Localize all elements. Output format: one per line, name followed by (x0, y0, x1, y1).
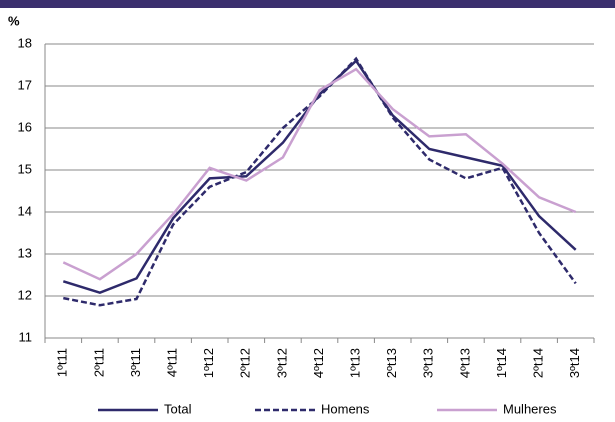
y-tick-label: 13 (18, 245, 32, 260)
y-tick-label: 16 (18, 119, 32, 134)
y-tick-label: 11 (19, 329, 33, 344)
x-tick-label: 2ºt12 (238, 348, 253, 378)
y-tick-label: 12 (18, 287, 32, 302)
header-banner (0, 0, 615, 8)
series-line (62, 58, 577, 294)
x-tick-label: 3ºt11 (128, 348, 143, 377)
legend-label: Total (164, 401, 192, 416)
y-tick-label: 14 (18, 203, 32, 218)
legend-label: Mulheres (503, 401, 557, 416)
x-tick-label: 3ºt14 (567, 348, 582, 378)
y-tick-label: 15 (18, 161, 32, 176)
x-tick-label: 1ºt11 (55, 348, 70, 377)
series-line (63, 56, 577, 307)
x-tick-label: 4ºt13 (457, 348, 472, 378)
y-tick-label: 17 (18, 77, 32, 92)
y-tick-label: 18 (18, 35, 32, 50)
x-tick-label: 1ºt14 (494, 348, 509, 378)
x-tick-label: 4ºt11 (165, 348, 180, 377)
y-axis-label: % (8, 13, 20, 28)
x-tick-label: 1ºt13 (348, 348, 363, 378)
x-tick-label: 4ºt12 (311, 348, 326, 378)
x-tick-label: 2ºt14 (531, 348, 546, 378)
legend-label: Homens (321, 401, 370, 416)
x-tick-label: 2ºt11 (91, 348, 106, 377)
x-tick-label: 3ºt12 (274, 348, 289, 378)
x-tick-label: 2ºt13 (384, 348, 399, 378)
x-tick-label: 3ºt13 (421, 348, 436, 378)
series-line (62, 67, 577, 281)
x-tick-label: 1ºt12 (201, 348, 216, 378)
